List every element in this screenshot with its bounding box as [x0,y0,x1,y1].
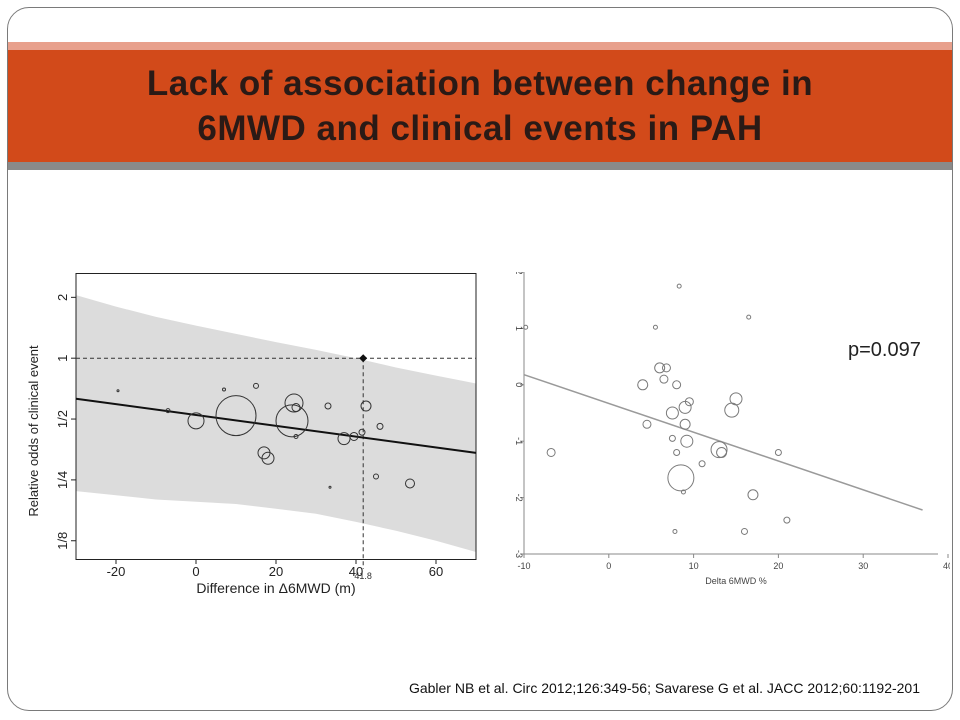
data-point [710,441,728,459]
y-tick-label: 1/4 [55,471,70,489]
data-point [328,485,332,489]
data-point [360,400,372,412]
y-tick-label: 1/8 [55,532,70,550]
x-axis-label: Delta 6MWD % [705,576,767,586]
data-point [253,382,259,389]
x-tick-label: 0 [606,561,611,571]
reference-point-label: 41.8 [354,571,372,581]
data-point [523,324,529,330]
data-point [673,448,681,456]
title-band-top [8,42,952,50]
x-tick-label: 0 [192,564,199,579]
x-tick-label: -10 [517,561,530,571]
data-point [652,324,658,330]
slide-title: Lack of association between change in 6M… [146,64,814,148]
chart-left: 41.8 -20 0 20 40 60 2 1 1/2 1/4 1/8 Difference in Δ… [22,273,482,613]
y-tick-label: 2 [55,294,70,301]
data-point [774,448,782,456]
data-point [746,314,752,320]
data-point [215,395,257,437]
data-point [654,362,666,374]
data-point [642,419,652,429]
x-axis-label: Difference in Δ6MWD (m) [196,580,355,596]
data-point [637,379,649,391]
data-point [783,516,791,524]
data-point [358,428,366,436]
data-point [222,387,226,392]
p-value-annotation: p=0.097 [848,339,921,361]
y-tick-label: 0 [514,382,524,387]
y-tick-label: -3 [514,550,524,558]
y-axis-label: Relative odds of clinical event [26,345,41,517]
data-point [665,406,679,420]
data-point [668,434,676,442]
data-point [284,393,304,413]
y-tick-label: 1/2 [55,410,70,428]
data-point [667,464,695,492]
data-point [187,412,205,430]
x-tick-label: 40 [349,564,363,579]
x-tick-label: 30 [858,561,868,571]
title-band-bottom [8,162,952,170]
x-tick-label: 40 [943,561,950,571]
data-point [324,402,332,410]
y-tick-label: 2 [514,272,524,275]
chart-left-svg: 41.8 -20 0 20 40 60 2 1 1/2 1/4 1/8 Difference in Δ… [26,273,477,596]
y-tick-label: -2 [514,494,524,502]
data-point [680,434,694,448]
data-point [684,397,694,407]
data-point [672,528,678,534]
fit-line [75,397,477,454]
data-point [747,489,759,501]
data-point [337,432,351,446]
x-tick-label: 20 [773,561,783,571]
data-point [116,389,120,393]
data-point [405,478,415,489]
data-point [546,447,556,457]
data-point [376,422,384,430]
citation: Gabler NB et al. Circ 2012;126:349-56; S… [408,680,920,696]
data-point [661,363,671,373]
data-point [716,446,728,458]
data-point [676,283,682,289]
data-point [349,431,359,441]
data-point [373,473,379,480]
data-point [729,392,743,406]
y-tick-label: -1 [514,437,524,445]
x-tick-label: 20 [269,564,283,579]
data-point [679,418,691,430]
title-bar: Lack of association between change in 6M… [8,50,952,162]
data-point [275,404,309,438]
reference-point-marker [359,354,368,363]
data-point [165,408,171,414]
data-point [740,527,748,535]
x-tick-label: 60 [429,564,443,579]
x-tick-label: 10 [689,561,699,571]
data-point [293,433,299,439]
y-tick-label: 1 [514,326,524,331]
data-point [672,380,682,390]
data-point [698,460,706,468]
x-tick-label: -20 [107,564,126,579]
y-tick-label: 1 [55,355,70,362]
data-point [261,451,275,465]
data-point [291,403,301,413]
data-point [680,489,686,495]
data-point [659,374,669,384]
